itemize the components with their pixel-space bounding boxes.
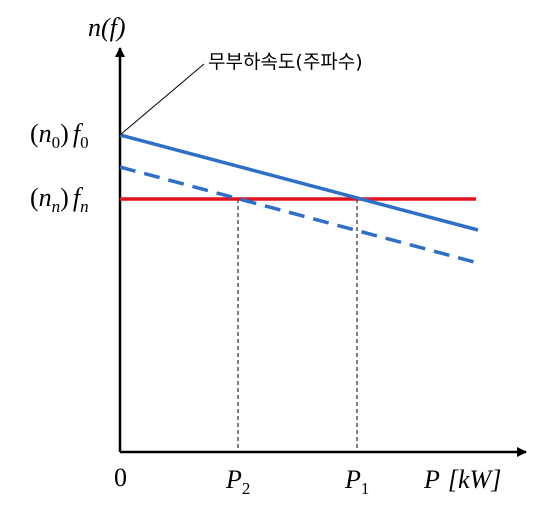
label-part: P — [344, 465, 361, 494]
label-part: [kW] — [448, 465, 501, 494]
label-part: n — [88, 13, 101, 42]
label-part: n — [39, 183, 52, 212]
p1-label: P1 — [344, 465, 369, 498]
label-part: ) — [60, 183, 69, 212]
x-axis-label: P [kW] — [423, 465, 501, 494]
label-part: n — [39, 119, 52, 148]
label-part: P — [423, 465, 440, 494]
label-part: (f) — [101, 13, 126, 42]
droop-line — [119, 133, 479, 232]
shifted-droop-line — [119, 165, 479, 265]
no-load-label: (n0) f0 — [30, 119, 89, 152]
label-part: 0 — [52, 133, 61, 152]
label-part: n — [52, 197, 61, 216]
label-part: 2 — [242, 479, 251, 498]
p2-label: P2 — [225, 465, 250, 498]
label-part: f — [73, 119, 84, 148]
label-part: P — [225, 465, 242, 494]
label-part: ) — [60, 119, 69, 148]
label-part: 1 — [361, 479, 370, 498]
label-part: 0 — [80, 133, 89, 152]
annotation: 무부하속도(주파수) — [208, 51, 363, 73]
label-part: ( — [30, 183, 39, 212]
origin-label: 0 — [114, 463, 127, 492]
rated-label: (nn) fn — [30, 183, 89, 216]
label-part: ( — [30, 119, 39, 148]
leader-line — [119, 63, 205, 136]
label-part: f — [73, 183, 84, 212]
y-axis-label: n(f) — [88, 13, 126, 42]
label-part: n — [80, 197, 89, 216]
